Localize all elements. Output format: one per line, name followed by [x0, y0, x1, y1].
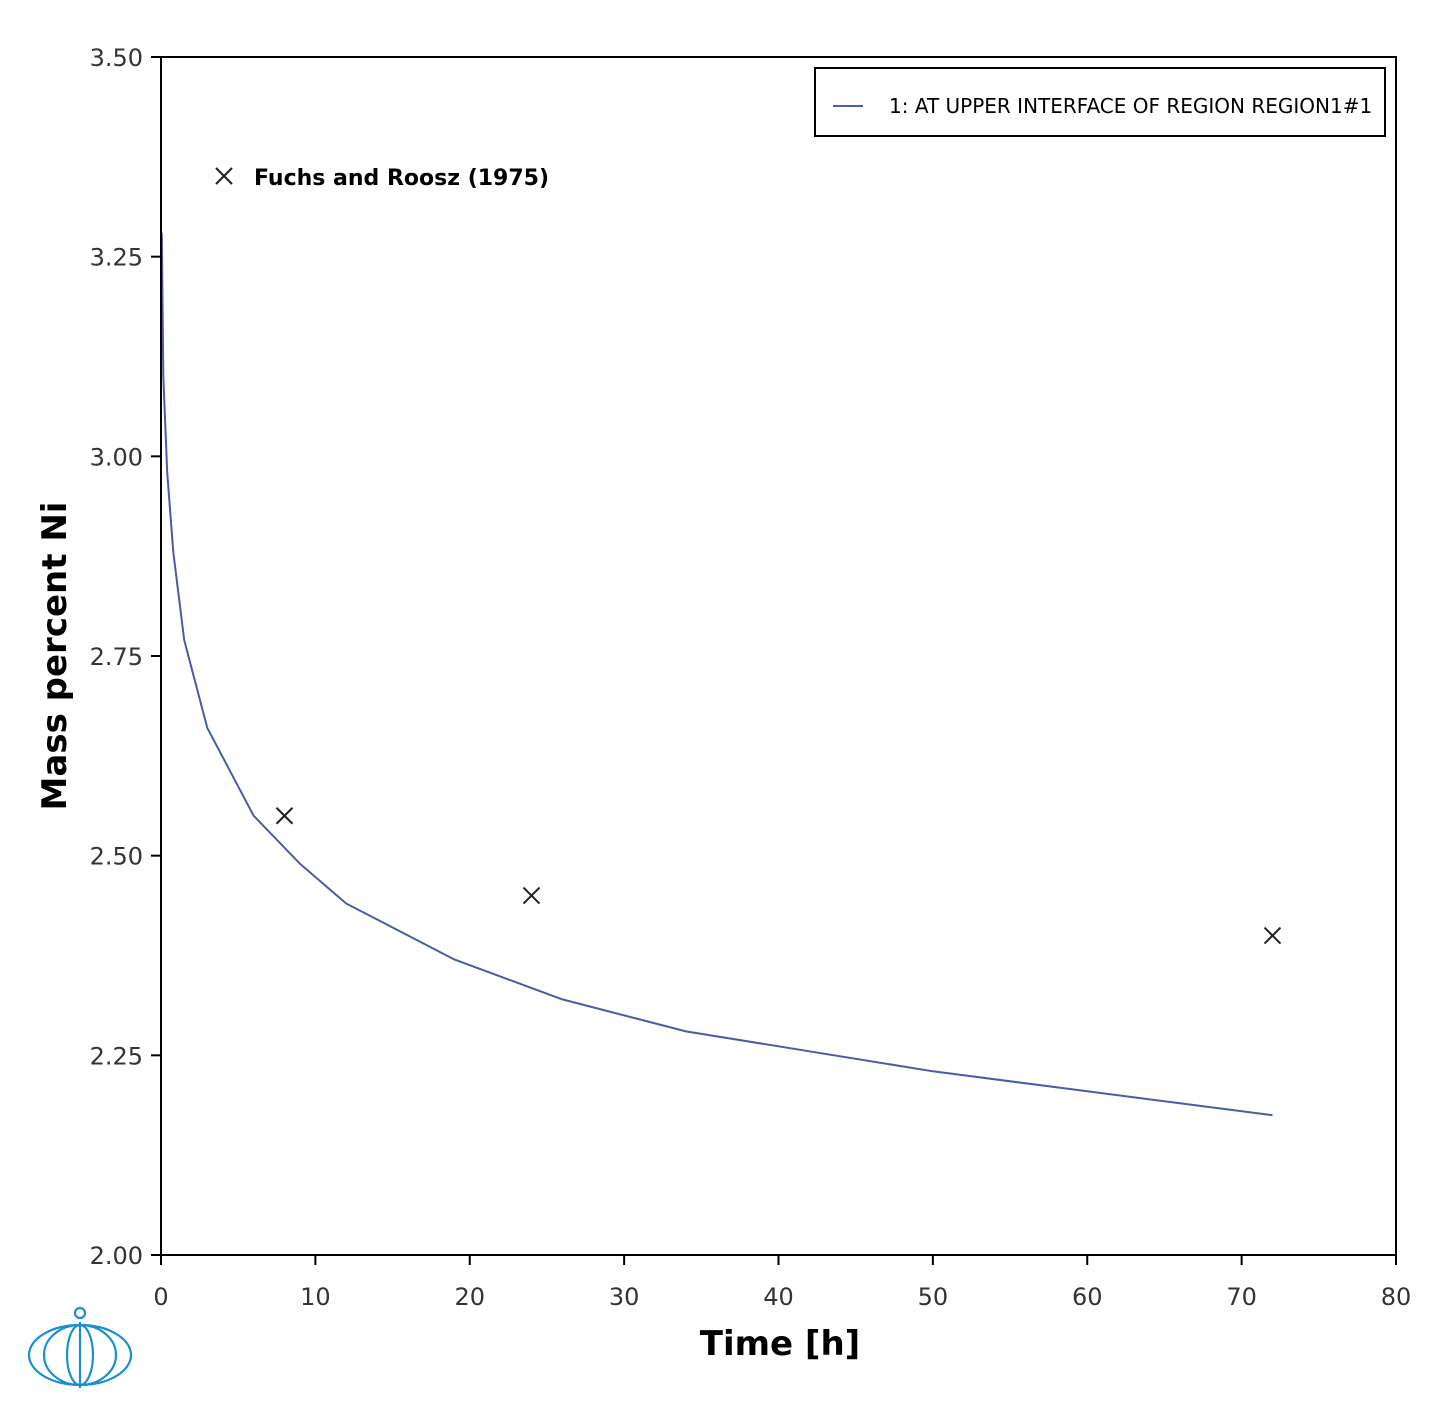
x-tick-label: 80 — [1381, 1283, 1412, 1311]
y-tick-label: 2.75 — [90, 643, 143, 671]
experimental-markers — [275, 807, 1282, 945]
y-tick-label: 3.50 — [90, 44, 143, 72]
legend: 1: AT UPPER INTERFACE OF REGION REGION1#… — [814, 67, 1386, 137]
x-tick-label: 30 — [609, 1283, 640, 1311]
experimental-legend-marker — [215, 167, 233, 185]
y-axis: 2.00 2.25 2.50 2.75 3.00 3.25 3.50 — [90, 44, 161, 1270]
experimental-point — [1263, 926, 1282, 945]
x-tick-label: 0 — [153, 1283, 168, 1311]
y-tick-label: 2.00 — [90, 1242, 143, 1270]
x-tick-label: 60 — [1072, 1283, 1103, 1311]
series-line — [160, 232, 1273, 1117]
x-tick-label: 10 — [300, 1283, 331, 1311]
experimental-legend: Fuchs and Roosz (1975) — [215, 166, 549, 191]
x-axis: 0 10 20 30 40 50 60 70 80 — [153, 1255, 1411, 1311]
y-tick-label: 3.25 — [90, 244, 143, 272]
x-tick-label: 20 — [454, 1283, 485, 1311]
y-axis-title: Mass percent Ni — [35, 502, 75, 811]
experimental-point — [275, 807, 294, 825]
experimental-legend-label: Fuchs and Roosz (1975) — [254, 166, 549, 191]
y-tick-label: 3.00 — [90, 443, 143, 471]
plot-frame — [160, 56, 1397, 1256]
y-tick-label: 2.50 — [90, 843, 143, 871]
x-tick-label: 50 — [918, 1283, 949, 1311]
y-tick-label: 2.25 — [90, 1042, 143, 1070]
x-tick-label: 40 — [763, 1283, 794, 1311]
x-axis-title: Time [h] — [700, 1324, 860, 1364]
legend-box — [814, 67, 1386, 137]
experimental-point — [522, 886, 541, 905]
thermo-calc-logo — [27, 1306, 133, 1388]
x-tick-label: 70 — [1226, 1283, 1257, 1311]
legend-label: 1: AT UPPER INTERFACE OF REGION REGION1#… — [889, 94, 1372, 118]
experimental-legend-cross — [215, 167, 233, 185]
